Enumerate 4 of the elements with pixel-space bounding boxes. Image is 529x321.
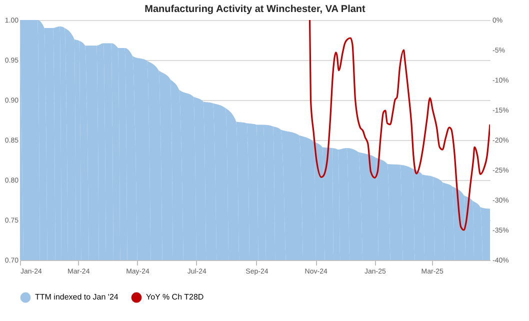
legend-label: YoY % Ch T28D <box>146 292 204 302</box>
line-series <box>308 20 490 231</box>
legend-label: TTM indexed to Jan '24 <box>35 292 119 302</box>
chart-title: Manufacturing Activity at Winchester, VA Plant <box>144 4 366 15</box>
